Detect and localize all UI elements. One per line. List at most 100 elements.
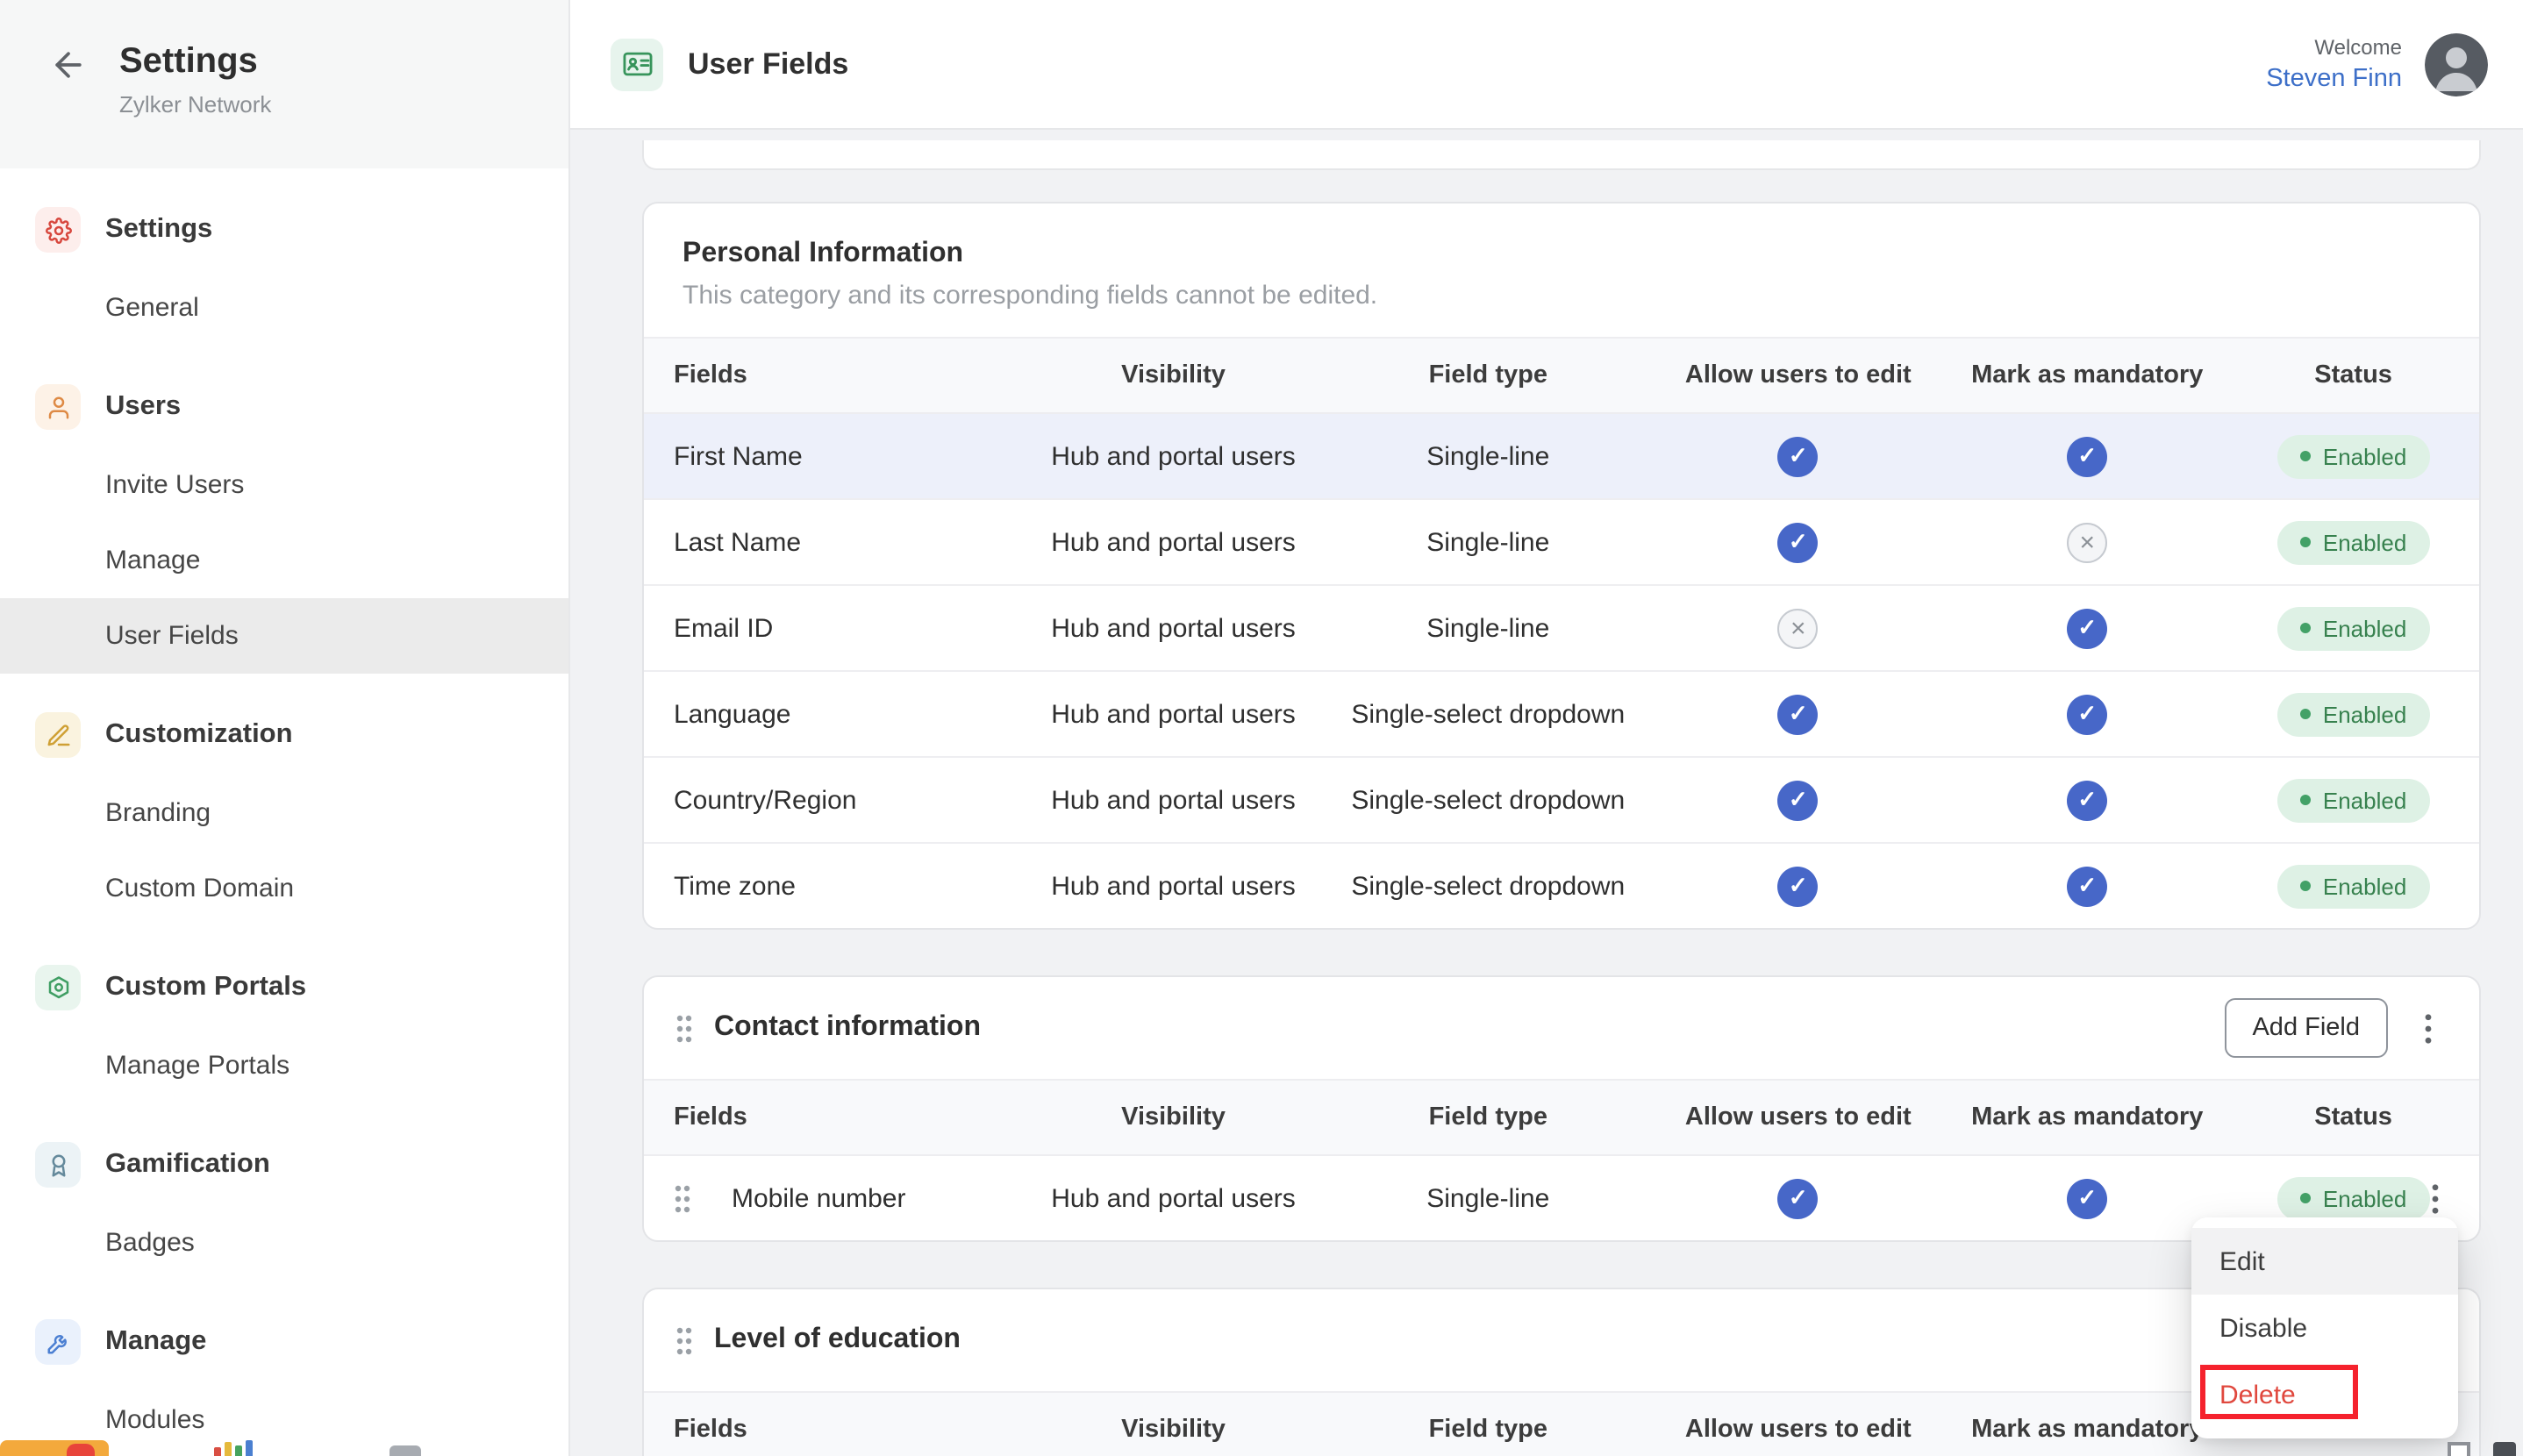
column-header: Allow users to edit bbox=[1649, 361, 1947, 389]
table-row: Email ID Hub and portal users Single-lin… bbox=[644, 586, 2479, 672]
field-name: Language bbox=[644, 699, 1020, 729]
field-visibility: Hub and portal users bbox=[1020, 1156, 1326, 1240]
drag-handle-icon[interactable] bbox=[675, 1325, 693, 1355]
sidebar-header: Settings Zylker Network bbox=[0, 0, 568, 168]
field-name: Last Name bbox=[644, 527, 1020, 557]
sidebar: Settings Zylker Network Settings General… bbox=[0, 0, 570, 1456]
status-dot-icon bbox=[2300, 1193, 2311, 1203]
sidebar-section-gamification[interactable]: Gamification bbox=[0, 1124, 568, 1205]
menu-item-delete[interactable]: Delete bbox=[2191, 1361, 2458, 1428]
table-row: Country/Region Hub and portal users Sing… bbox=[644, 758, 2479, 844]
status-dot-icon bbox=[2300, 623, 2311, 633]
table-row: Language Hub and portal users Single-sel… bbox=[644, 672, 2479, 758]
screen-tool-fragment bbox=[2448, 1442, 2470, 1456]
status-badge: Enabled bbox=[2277, 864, 2429, 908]
sidebar-section-label: Manage bbox=[105, 1326, 206, 1358]
mandatory-check-icon[interactable] bbox=[2067, 1178, 2107, 1218]
screen-tool-fragment bbox=[2493, 1442, 2516, 1456]
sidebar-item-branding[interactable]: Branding bbox=[0, 775, 568, 851]
status-badge: Enabled bbox=[2277, 434, 2429, 478]
status-badge: Enabled bbox=[2277, 692, 2429, 736]
allow-edit-check-icon bbox=[1778, 436, 1819, 476]
sidebar-item-invite-users[interactable]: Invite Users bbox=[0, 447, 568, 523]
mandatory-check-icon bbox=[2067, 694, 2107, 734]
status-badge: Enabled bbox=[2277, 520, 2429, 564]
sidebar-item-custom-domain[interactable]: Custom Domain bbox=[0, 851, 568, 926]
portal-icon bbox=[35, 965, 81, 1010]
card-title: Contact information bbox=[714, 1012, 981, 1044]
field-name: First Name bbox=[644, 441, 1020, 471]
column-header: Visibility bbox=[1020, 361, 1326, 389]
sidebar-item-badges[interactable]: Badges bbox=[0, 1205, 568, 1281]
field-name: Country/Region bbox=[644, 785, 1020, 815]
field-name: Time zone bbox=[644, 871, 1020, 901]
workspace-name: Zylker Network bbox=[119, 91, 271, 118]
main-area: User Fields Welcome Steven Finn Personal… bbox=[568, 0, 2523, 1456]
column-header: Visibility bbox=[1020, 1416, 1326, 1444]
column-header: Fields bbox=[644, 1103, 1020, 1131]
column-header: Allow users to edit bbox=[1649, 1103, 1947, 1131]
allow-edit-cross-icon bbox=[1778, 608, 1819, 648]
previous-card-remnant bbox=[642, 140, 2481, 170]
allow-edit-check-icon[interactable] bbox=[1778, 1178, 1819, 1218]
drag-handle-icon[interactable] bbox=[675, 1013, 693, 1043]
card-subtitle: This category and its corresponding fiel… bbox=[683, 281, 2441, 310]
sidebar-section-label: Users bbox=[105, 391, 181, 423]
status-dot-icon bbox=[2300, 709, 2311, 719]
sidebar-section-manage[interactable]: Manage bbox=[0, 1302, 568, 1382]
sidebar-section-users[interactable]: Users bbox=[0, 367, 568, 447]
content-scroll-area[interactable]: Personal Information This category and i… bbox=[568, 130, 2523, 1456]
table-header-row: Fields Visibility Field type Allow users… bbox=[644, 337, 2479, 414]
dock-badge-fragment bbox=[67, 1444, 95, 1456]
allow-edit-check-icon bbox=[1778, 694, 1819, 734]
card-title: Level of education bbox=[714, 1324, 961, 1356]
mandatory-check-icon bbox=[2067, 608, 2107, 648]
user-name-link[interactable]: Steven Finn bbox=[2266, 65, 2402, 93]
allow-edit-check-icon bbox=[1778, 780, 1819, 820]
mandatory-cross-icon bbox=[2067, 522, 2107, 562]
welcome-label: Welcome bbox=[2266, 35, 2402, 60]
settings-title: Settings bbox=[119, 42, 271, 82]
sidebar-item-manage-users[interactable]: Manage bbox=[0, 523, 568, 598]
welcome-block: Welcome Steven Finn bbox=[2266, 35, 2402, 93]
sidebar-item-general[interactable]: General bbox=[0, 270, 568, 346]
sidebar-header-text: Settings Zylker Network bbox=[119, 42, 271, 168]
kebab-menu-icon[interactable] bbox=[2402, 998, 2455, 1058]
menu-item-disable[interactable]: Disable bbox=[2191, 1295, 2458, 1361]
status-badge: Enabled bbox=[2277, 1176, 2429, 1220]
app-window: Settings Zylker Network Settings General… bbox=[0, 0, 2523, 1456]
field-type: Single-line bbox=[1326, 414, 1649, 498]
contact-information-card: Contact information Add Field Fields Vis… bbox=[642, 975, 2481, 1242]
status-badge: Enabled bbox=[2277, 778, 2429, 822]
sidebar-item-manage-portals[interactable]: Manage Portals bbox=[0, 1028, 568, 1103]
drag-handle-icon[interactable] bbox=[674, 1183, 691, 1213]
sidebar-item-user-fields[interactable]: User Fields bbox=[0, 598, 568, 674]
tools-icon bbox=[35, 1319, 81, 1365]
field-name: Mobile number bbox=[732, 1183, 905, 1213]
column-header: Visibility bbox=[1020, 1103, 1326, 1131]
gear-icon bbox=[35, 207, 81, 253]
sidebar-section-customization[interactable]: Customization bbox=[0, 695, 568, 775]
column-header: Allow users to edit bbox=[1649, 1416, 1947, 1444]
sidebar-section-custom-portals[interactable]: Custom Portals bbox=[0, 947, 568, 1028]
field-type: Single-select dropdown bbox=[1326, 758, 1649, 842]
back-button[interactable] bbox=[46, 42, 91, 88]
card-header: Personal Information This category and i… bbox=[644, 203, 2479, 337]
sidebar-section-settings[interactable]: Settings bbox=[0, 189, 568, 270]
column-header: Fields bbox=[644, 361, 1020, 389]
menu-item-edit[interactable]: Edit bbox=[2191, 1228, 2458, 1295]
field-visibility: Hub and portal users bbox=[1020, 414, 1326, 498]
field-type: Single-select dropdown bbox=[1326, 672, 1649, 756]
sidebar-nav: Settings General Users Invite Users Mana… bbox=[0, 168, 568, 1456]
column-header: Field type bbox=[1326, 1416, 1649, 1444]
table-row: Last Name Hub and portal users Single-li… bbox=[644, 500, 2479, 586]
avatar[interactable] bbox=[2425, 32, 2488, 96]
column-header: Mark as mandatory bbox=[1947, 361, 2227, 389]
card-header-bar: Contact information Add Field bbox=[644, 977, 2479, 1079]
column-header: Status bbox=[2227, 361, 2479, 389]
column-header: Fields bbox=[644, 1416, 1020, 1444]
arrow-left-icon bbox=[49, 46, 88, 84]
add-field-button[interactable]: Add Field bbox=[2224, 998, 2388, 1058]
field-type: Single-line bbox=[1326, 1156, 1649, 1240]
status-dot-icon bbox=[2300, 795, 2311, 805]
